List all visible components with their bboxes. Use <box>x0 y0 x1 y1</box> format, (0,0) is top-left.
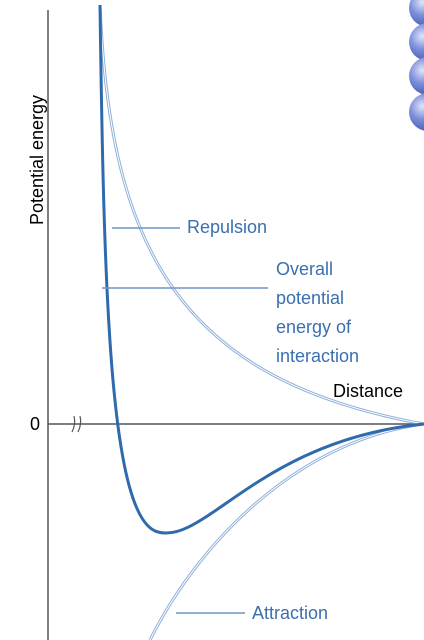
spheres <box>409 0 424 131</box>
overall-label-line: Overall <box>276 259 333 279</box>
overall-label-line: potential <box>276 288 344 308</box>
x-axis-label: Distance <box>333 381 403 401</box>
overall-label-line: interaction <box>276 346 359 366</box>
diagram: Potential energy 0 Distance Repulsion Ov… <box>0 0 424 640</box>
repulsion-curve-inner <box>100 5 424 424</box>
repulsion-curve <box>100 5 424 424</box>
page: Potential energy 0 Distance Repulsion Ov… <box>0 0 424 640</box>
attraction-label: Attraction <box>252 603 328 623</box>
zero-label: 0 <box>30 414 40 434</box>
overall-curve <box>100 5 424 533</box>
repulsion-label: Repulsion <box>187 217 267 237</box>
overall-label-line: energy of <box>276 317 352 337</box>
y-axis-label: Potential energy <box>27 95 47 225</box>
